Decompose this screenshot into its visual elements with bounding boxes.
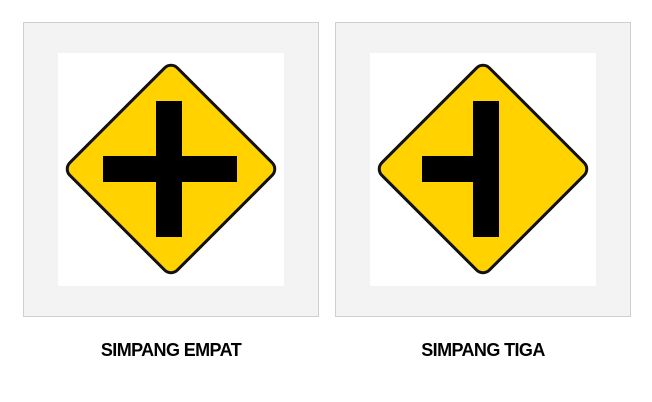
t-junction-left-sign-icon <box>377 63 589 275</box>
sign-panel-t-junction <box>335 22 631 317</box>
sign-caption-t-junction: SIMPANG TIGA <box>421 340 545 360</box>
sign-panel-four-way <box>23 22 319 317</box>
sign-caption-four-way: SIMPANG EMPAT <box>100 340 242 360</box>
t-side-bar <box>422 156 482 182</box>
cross-horizontal-bar <box>103 156 237 182</box>
sign-image-frame <box>370 53 596 286</box>
sign-image-frame <box>58 53 284 286</box>
four-way-intersection-sign-icon <box>65 63 277 275</box>
